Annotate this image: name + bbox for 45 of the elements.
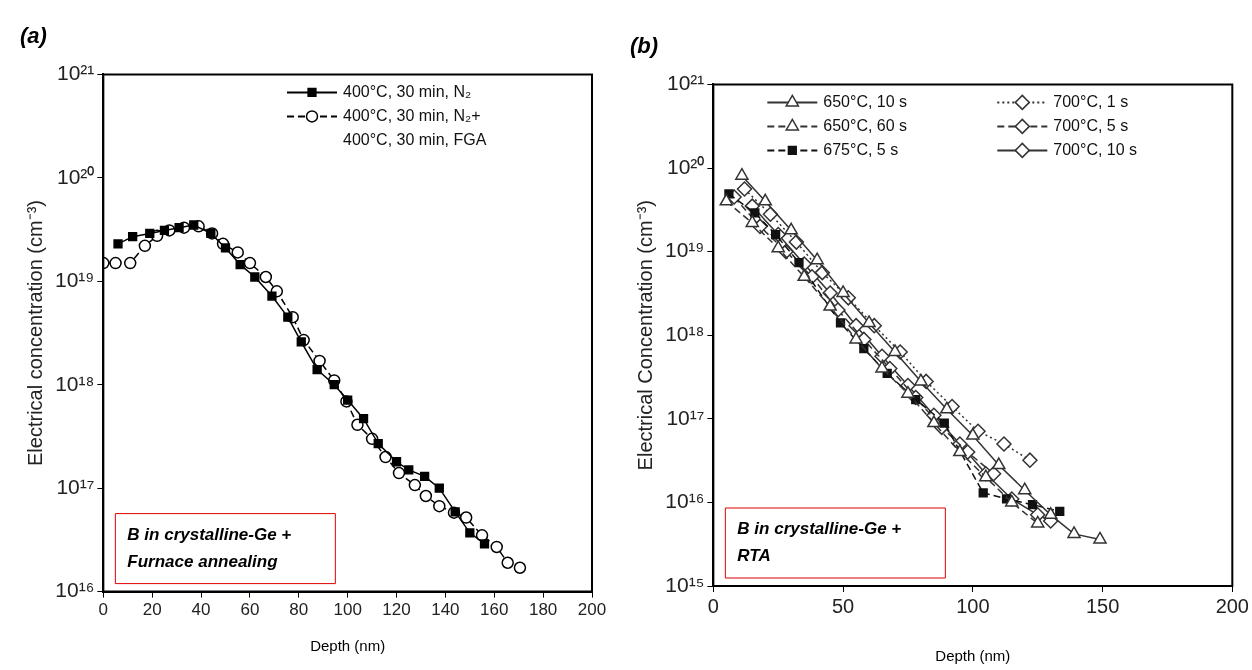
legend-label: 700°C, 5 s xyxy=(1053,116,1129,134)
y-tick-label: 10¹⁹ xyxy=(54,268,95,292)
annotation: B in crystalline-Ge + Furnace annealing xyxy=(127,524,292,571)
y-tick-label: 10¹⁸ xyxy=(665,322,705,345)
x-tick-label: 100 xyxy=(333,600,362,620)
x-tick-label: 150 xyxy=(1085,594,1120,617)
x-tick-label: 50 xyxy=(831,594,855,617)
legend-label: 675°C, 5 s xyxy=(823,140,899,158)
y-tick-label: 10²⁰ xyxy=(56,164,95,188)
x-tick-label: 160 xyxy=(480,600,509,620)
y-tick-label: 10²⁰ xyxy=(666,154,705,178)
x-tick-label: 0 xyxy=(707,594,719,617)
x-tick-label: 100 xyxy=(956,594,990,617)
y-tick-label: 10²¹ xyxy=(56,61,95,85)
y-tick-label: 10¹⁸ xyxy=(55,371,95,395)
x-tick-label: 120 xyxy=(382,600,411,620)
x-tick-label: 200 xyxy=(1215,594,1249,617)
legend-label: 700°C, 10 s xyxy=(1053,140,1138,158)
legend-label: 650°C, 60 s xyxy=(823,116,908,134)
y-axis-title: Electrical concentration (cm⁻³) xyxy=(23,200,46,466)
y-tick-label: 10¹⁷ xyxy=(666,405,705,429)
y-tick-label: 10¹⁵ xyxy=(665,572,705,596)
x-tick-label: 0 xyxy=(98,600,109,620)
x-tick-label: 180 xyxy=(528,600,558,620)
x-tick-label: 140 xyxy=(431,600,460,620)
x-axis-title: Depth (nm) xyxy=(935,647,1011,665)
x-axis-title: Depth (nm) xyxy=(310,637,386,655)
x-tick-label: 200 xyxy=(577,600,607,620)
y-tick-label: 10¹⁷ xyxy=(56,474,95,498)
x-tick-label: 80 xyxy=(289,600,309,620)
legend-label: 700°C, 1 s xyxy=(1053,92,1129,110)
y-axis-title: Electrical Concentration (cm⁻³) xyxy=(633,199,656,471)
legend-label: 650°C, 10 s xyxy=(823,92,908,110)
x-tick-label: 40 xyxy=(191,600,211,620)
x-tick-label: 20 xyxy=(142,600,162,620)
x-tick-label: 60 xyxy=(240,600,260,620)
legend-label: 400°C, 30 min, N₂ xyxy=(343,82,472,100)
annotation: B in crystalline-Ge + RTA xyxy=(737,519,902,566)
legend-label: 400°C, 30 min, N₂+ 400°C, 30 min, FGA xyxy=(343,106,487,148)
y-tick-label: 10¹⁶ xyxy=(55,578,95,602)
y-tick-label: 10²¹ xyxy=(666,71,705,95)
chart-title: (a) xyxy=(20,23,47,49)
y-tick-label: 10¹⁹ xyxy=(664,238,705,262)
y-tick-label: 10¹⁶ xyxy=(665,489,705,513)
chart-title: (b) xyxy=(630,33,659,59)
